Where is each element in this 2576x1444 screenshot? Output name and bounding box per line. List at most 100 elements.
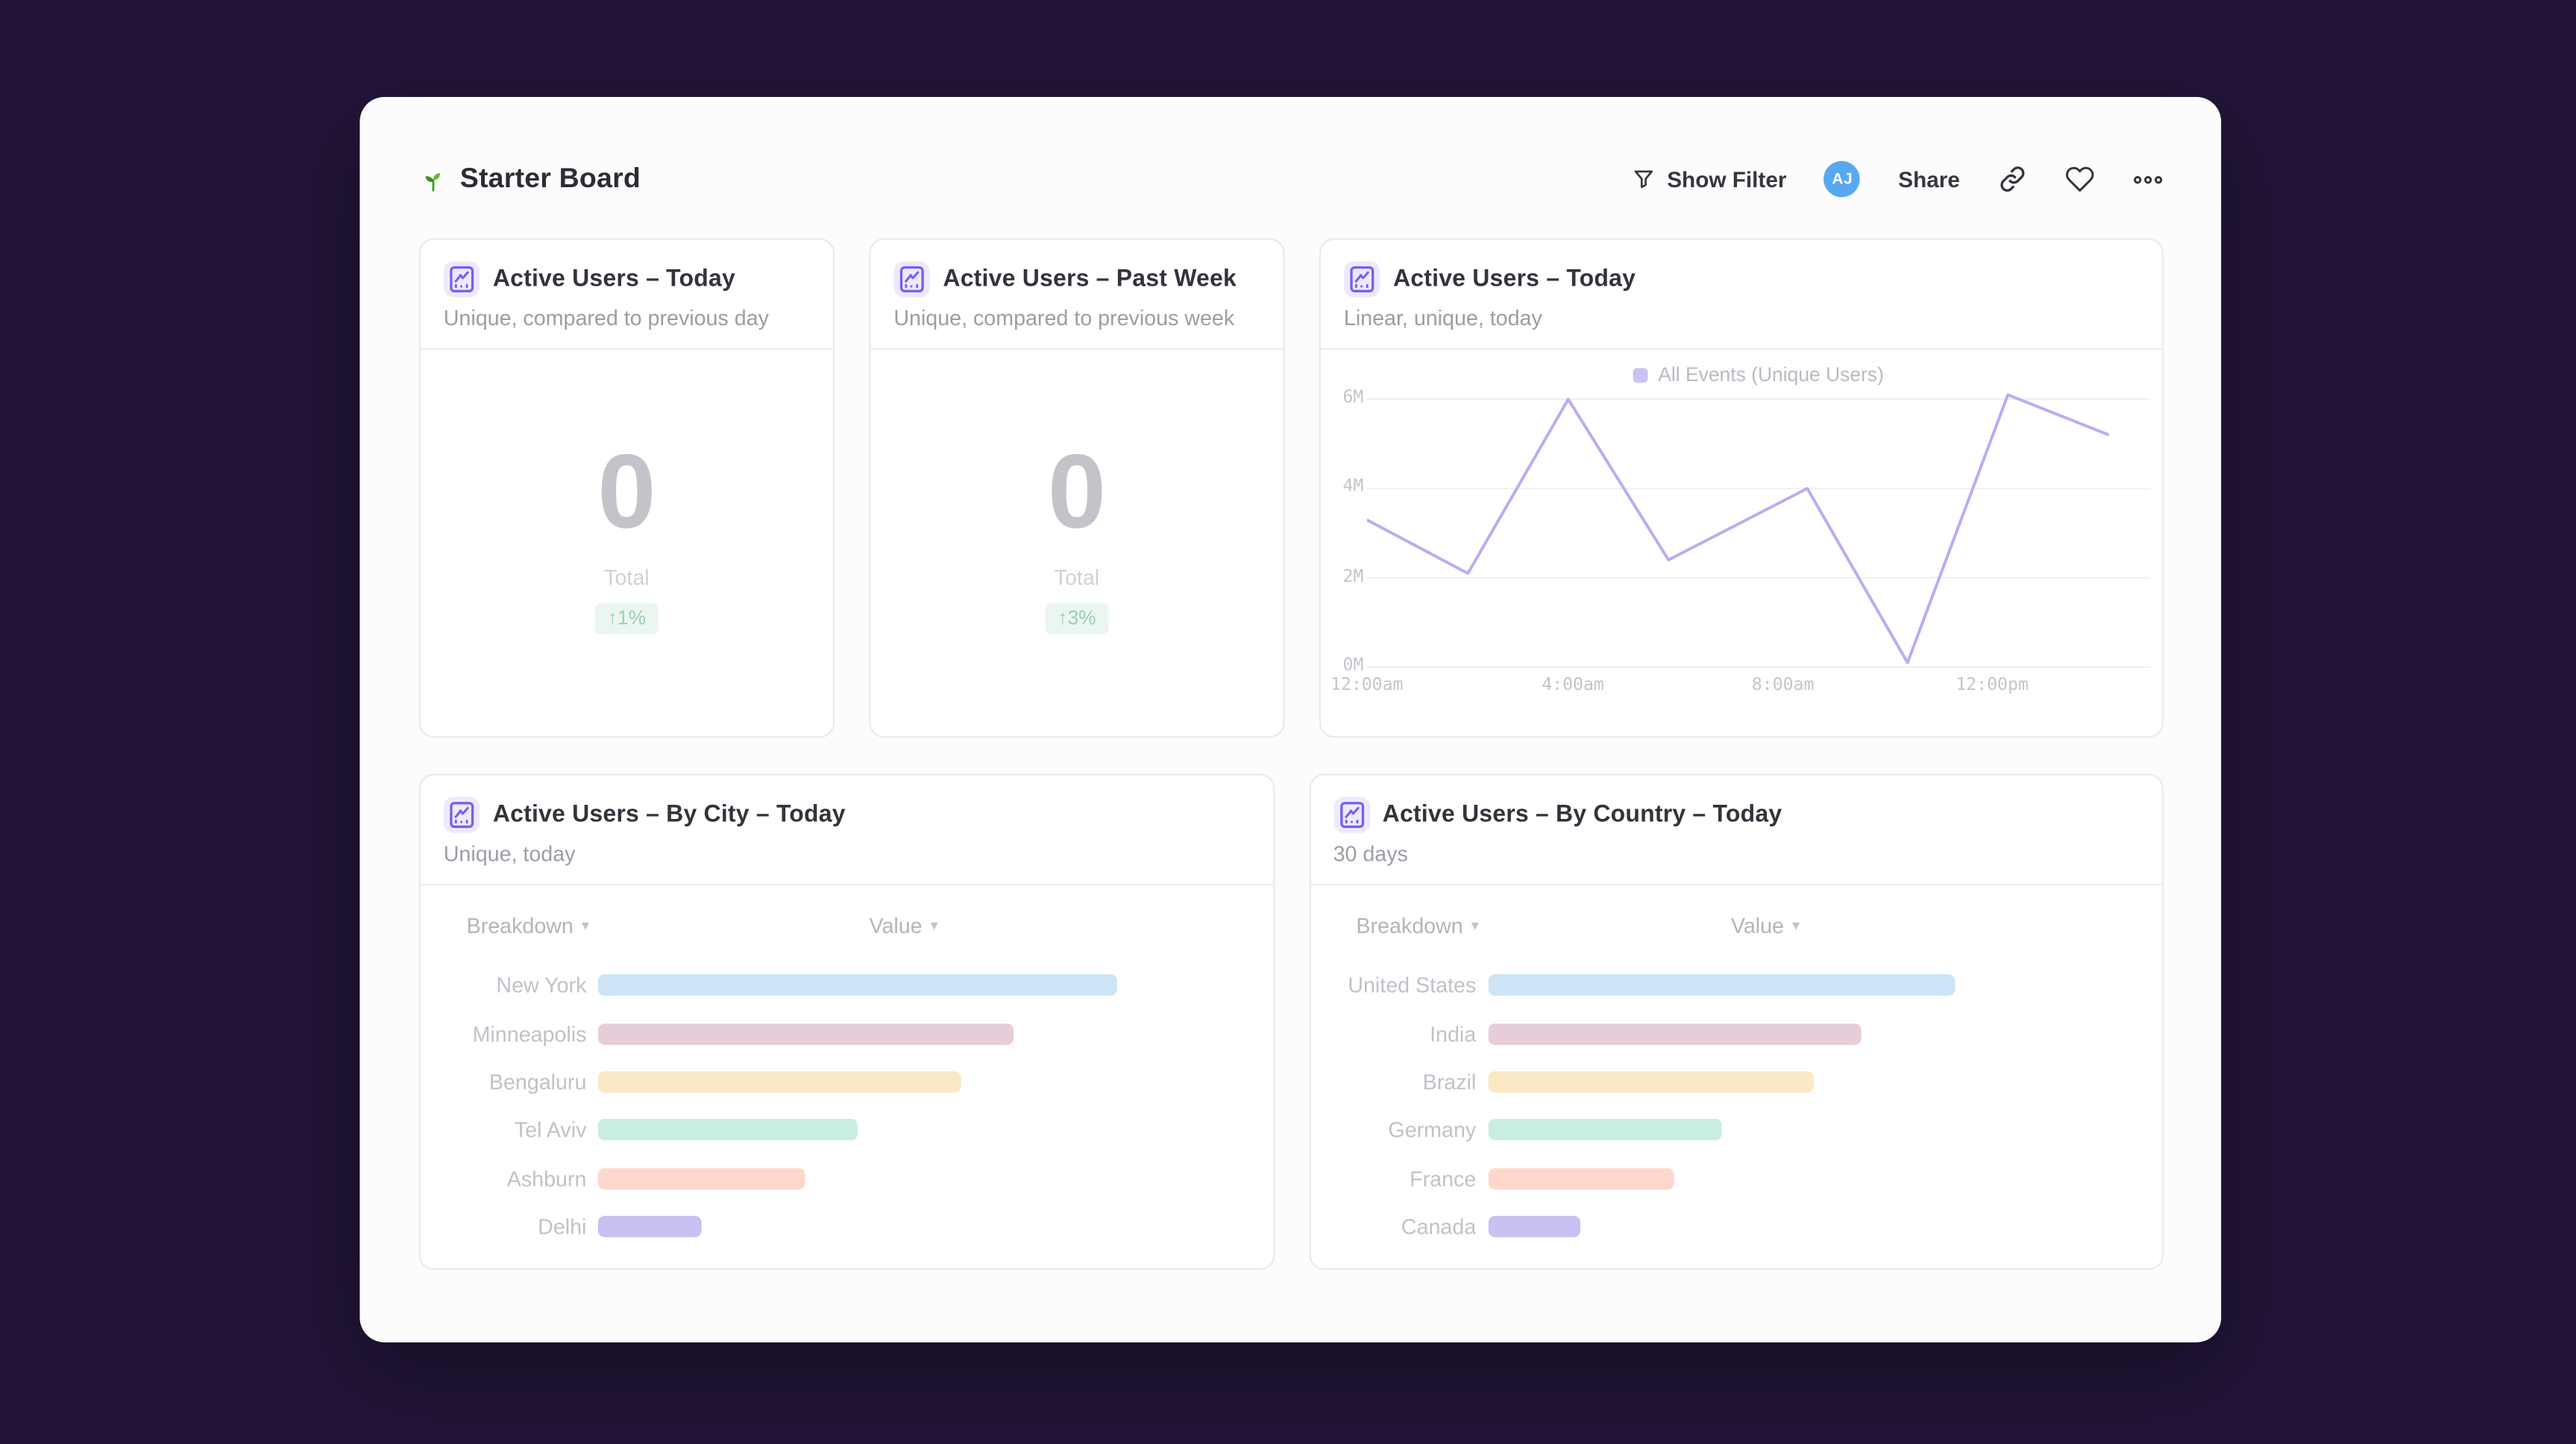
value-bar <box>597 974 1117 996</box>
card-subtitle: 30 days <box>1333 841 1408 866</box>
avatar[interactable]: AJ <box>1824 160 1861 198</box>
card-subtitle: Unique, today <box>443 841 576 866</box>
breakdown-row[interactable]: Minneapolis <box>421 1009 1272 1058</box>
value-bar <box>1487 1071 1815 1093</box>
kpi-card-active-users-today[interactable]: Active Users – Today Unique, compared to… <box>418 238 835 738</box>
breakdown-row[interactable]: United States <box>1310 961 2162 1010</box>
breakdown-row-label: Canada <box>1401 1214 1477 1240</box>
value-bar <box>1487 1167 1674 1190</box>
seedling-icon <box>419 165 447 192</box>
breakdown-row[interactable]: Canada <box>1310 1202 2162 1251</box>
chevron-down-icon: ▾ <box>581 917 589 934</box>
share-label: Share <box>1898 166 1960 192</box>
x-axis-tick-label: 12:00pm <box>1955 675 2029 695</box>
value-column-label: Value <box>869 913 923 938</box>
copy-link-button[interactable] <box>1998 164 2028 194</box>
card-title: Active Users – Past Week <box>943 266 1237 293</box>
share-button[interactable]: Share <box>1898 167 1960 192</box>
chart-panel-icon <box>443 261 480 298</box>
y-axis-tick-label: 2M <box>1342 566 1364 586</box>
breakdown-row-label: Bengaluru <box>489 1069 587 1094</box>
breakdown-rows: United States India Brazil Germany France Can… <box>1310 961 2162 1251</box>
more-button[interactable] <box>2132 163 2164 195</box>
chart-panel-icon <box>893 261 930 298</box>
kpi-body: 0 Total ↑1% <box>421 350 833 736</box>
card-title: Active Users – Today <box>492 266 735 293</box>
breakdown-row[interactable]: Bengaluru <box>421 1058 1272 1106</box>
value-bar-track <box>1487 1119 1955 1141</box>
breakdown-row-label: New York <box>496 973 587 998</box>
dashboard-board: Starter Board Show Filter AJ Share <box>359 96 2222 1343</box>
breakdown-row[interactable]: Delhi <box>421 1202 1272 1251</box>
value-bar <box>597 1071 962 1093</box>
chart-panel-icon <box>1333 797 1370 833</box>
breakdown-row[interactable]: Germany <box>1310 1106 2162 1155</box>
cards-row-1: Active Users – Today Unique, compared to… <box>418 238 2164 738</box>
value-bar <box>1487 1216 1581 1238</box>
link-icon <box>2000 166 2025 192</box>
x-axis-tick-label: 4:00am <box>1542 675 1604 695</box>
breakdown-row-label: France <box>1410 1166 1477 1191</box>
breakdown-table-header: Breakdown ▾ Value ▾ <box>421 914 1272 944</box>
line-chart-card-active-users-today[interactable]: Active Users – Today Linear, unique, tod… <box>1319 238 2164 738</box>
value-bar <box>1487 1023 1862 1045</box>
show-filter-label: Show Filter <box>1667 166 1787 192</box>
breakdown-row-label: Delhi <box>538 1214 587 1240</box>
kpi-card-active-users-past-week[interactable]: Active Users – Past Week Unique, compare… <box>869 238 1285 738</box>
breakdown-column-header[interactable]: Breakdown ▾ <box>1356 914 1478 938</box>
card-header: Active Users – Past Week Unique, compare… <box>870 240 1284 351</box>
chart-legend: All Events (Unique Users) <box>1367 363 2151 386</box>
value-bar <box>597 1216 703 1238</box>
card-header: Active Users – By Country – Today 30 day… <box>1310 776 2162 886</box>
value-bar <box>1487 1119 1721 1141</box>
card-header: Active Users – Today Linear, unique, tod… <box>1321 240 2162 351</box>
value-bar-track <box>1487 1167 1955 1190</box>
by-city-card[interactable]: Active Users – By City – Today Unique, t… <box>418 773 1275 1270</box>
by-country-card[interactable]: Active Users – By Country – Today 30 day… <box>1308 773 2164 1270</box>
breakdown-row-label: India <box>1430 1021 1477 1046</box>
breakdown-row-label: United States <box>1348 973 1477 998</box>
show-filter-button[interactable]: Show Filter <box>1631 166 1787 192</box>
value-bar-track <box>597 1071 1117 1093</box>
breakdown-row[interactable]: France <box>1310 1155 2162 1203</box>
card-subtitle: Linear, unique, today <box>1343 305 1542 330</box>
value-column-header[interactable]: Value ▾ <box>1731 914 1800 938</box>
breakdown-row-label: Ashburn <box>506 1166 587 1191</box>
kpi-label: Total <box>1054 564 1100 589</box>
favorite-button[interactable] <box>2065 164 2095 194</box>
kpi-value: 0 <box>1047 431 1107 550</box>
breakdown-row[interactable]: Ashburn <box>421 1155 1272 1203</box>
value-bar-track <box>1487 1023 1955 1045</box>
value-bar <box>597 1167 806 1190</box>
value-bar-track <box>1487 1216 1955 1238</box>
value-bar-track <box>597 1167 1117 1190</box>
heart-icon <box>2066 166 2094 192</box>
card-title: Active Users – Today <box>1392 266 1636 293</box>
value-bar-track <box>597 1119 1117 1141</box>
ellipsis-icon <box>2134 175 2163 183</box>
value-column-label: Value <box>1730 913 1784 938</box>
breakdown-row[interactable]: Brazil <box>1310 1058 2162 1106</box>
breakdown-row[interactable]: Tel Aviv <box>421 1106 1272 1155</box>
value-bar-track <box>1487 1071 1955 1093</box>
breakdown-row[interactable]: New York <box>421 961 1272 1010</box>
filter-funnel-icon <box>1631 167 1656 192</box>
value-column-header[interactable]: Value ▾ <box>869 914 937 938</box>
breakdown-rows: New York Minneapolis Bengaluru Tel Aviv Ashb… <box>421 961 1272 1251</box>
breakdown-column-header[interactable]: Breakdown ▾ <box>467 914 589 938</box>
board-title: Starter Board <box>459 163 641 194</box>
card-subtitle: Unique, compared to previous week <box>893 305 1235 330</box>
legend-item-all-events[interactable]: All Events (Unique Users) <box>1633 363 1884 386</box>
y-axis-tick-label: 0M <box>1342 655 1364 676</box>
breakdown-row[interactable]: India <box>1310 1009 2162 1058</box>
chevron-down-icon: ▾ <box>1471 917 1479 934</box>
breakdown-row-label: Minneapolis <box>472 1021 587 1046</box>
chevron-down-icon: ▾ <box>1791 917 1800 934</box>
card-header: Active Users – Today Unique, compared to… <box>420 240 833 351</box>
value-bar-track <box>597 974 1117 996</box>
card-header: Active Users – By City – Today Unique, t… <box>420 776 1273 886</box>
legend-label: All Events (Unique Users) <box>1658 362 1884 386</box>
line-chart-body: All Events (Unique Users) 6M 4M 2M 0M 12:00a… <box>1321 350 2162 736</box>
breakdown-column-label: Breakdown <box>1356 913 1463 938</box>
